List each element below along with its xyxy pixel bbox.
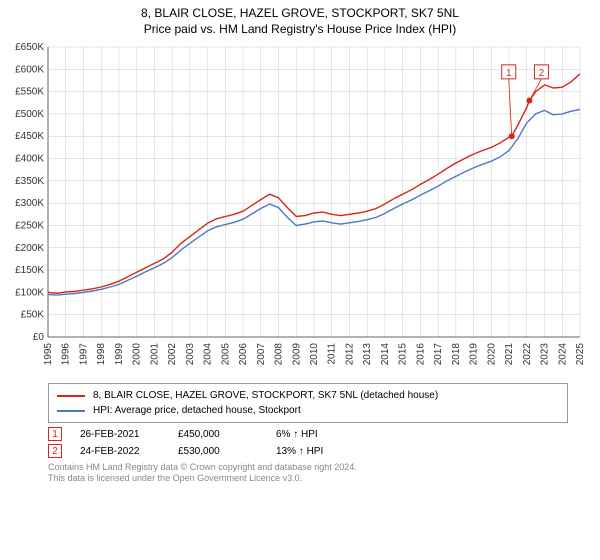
- svg-text:2023: 2023: [540, 343, 551, 366]
- legend: 8, BLAIR CLOSE, HAZEL GROVE, STOCKPORT, …: [48, 383, 568, 423]
- svg-text:2022: 2022: [522, 343, 533, 366]
- transaction-price: £450,000: [178, 429, 258, 440]
- legend-item-0: 8, BLAIR CLOSE, HAZEL GROVE, STOCKPORT, …: [57, 388, 559, 403]
- legend-item-1: HPI: Average price, detached house, Stoc…: [57, 403, 559, 418]
- footer-line-2: This data is licensed under the Open Gov…: [48, 473, 568, 484]
- svg-text:1998: 1998: [96, 343, 107, 366]
- svg-text:£0: £0: [33, 332, 45, 343]
- svg-text:2002: 2002: [167, 343, 178, 366]
- svg-text:2012: 2012: [344, 343, 355, 366]
- svg-text:£650K: £650K: [15, 42, 44, 53]
- transaction-date: 26-FEB-2021: [80, 429, 160, 440]
- svg-text:£500K: £500K: [15, 109, 44, 120]
- svg-text:2007: 2007: [256, 343, 267, 366]
- transaction-date: 24-FEB-2022: [80, 446, 160, 457]
- legend-swatch: [57, 395, 85, 397]
- svg-text:£50K: £50K: [21, 310, 45, 321]
- chart-canvas: £0 £50K £100K £150K £200K £250K £300K £350K £400…: [0, 37, 600, 377]
- svg-text:£600K: £600K: [15, 64, 44, 75]
- legend-label: HPI: Average price, detached house, Stoc…: [93, 403, 301, 418]
- svg-text:2019: 2019: [469, 343, 480, 366]
- legend-label: 8, BLAIR CLOSE, HAZEL GROVE, STOCKPORT, …: [93, 388, 438, 403]
- svg-text:2013: 2013: [362, 343, 373, 366]
- transaction-price: £530,000: [178, 446, 258, 457]
- svg-text:1997: 1997: [78, 343, 89, 366]
- transaction-marker: 1: [48, 427, 62, 441]
- svg-text:2005: 2005: [220, 343, 231, 366]
- svg-text:2003: 2003: [185, 343, 196, 366]
- footer: Contains HM Land Registry data © Crown c…: [48, 462, 568, 485]
- svg-text:£400K: £400K: [15, 154, 44, 165]
- footer-line-1: Contains HM Land Registry data © Crown c…: [48, 462, 568, 473]
- svg-text:1996: 1996: [61, 343, 72, 366]
- title-line-2: Price paid vs. HM Land Registry's House …: [0, 22, 600, 38]
- transaction-diff: 13% ↑ HPI: [276, 446, 356, 457]
- transaction-diff: 6% ↑ HPI: [276, 429, 356, 440]
- arrow-up-icon: ↑: [293, 429, 298, 440]
- svg-text:£450K: £450K: [15, 131, 44, 142]
- svg-text:2001: 2001: [149, 343, 160, 366]
- svg-text:2020: 2020: [486, 343, 497, 366]
- svg-text:2: 2: [539, 68, 545, 79]
- svg-text:2008: 2008: [274, 343, 285, 366]
- transaction-row-1: 1 26-FEB-2021 £450,000 6% ↑ HPI: [48, 427, 568, 441]
- line-chart: £0 £50K £100K £150K £200K £250K £300K £350K £400…: [0, 37, 600, 377]
- svg-text:£300K: £300K: [15, 198, 44, 209]
- svg-text:2006: 2006: [238, 343, 249, 366]
- svg-text:2010: 2010: [309, 343, 320, 366]
- svg-text:2000: 2000: [132, 343, 143, 366]
- svg-text:2018: 2018: [451, 343, 462, 366]
- svg-text:£100K: £100K: [15, 288, 44, 299]
- svg-text:2014: 2014: [380, 343, 391, 366]
- svg-text:1995: 1995: [43, 343, 54, 366]
- svg-text:2017: 2017: [433, 343, 444, 366]
- arrow-up-icon: ↑: [299, 446, 304, 457]
- svg-text:2024: 2024: [557, 343, 568, 366]
- svg-text:2025: 2025: [575, 343, 586, 366]
- transactions-table: 1 26-FEB-2021 £450,000 6% ↑ HPI 2 24-FEB-2022…: [48, 427, 568, 458]
- svg-text:2004: 2004: [203, 343, 214, 366]
- chart-title: 8, BLAIR CLOSE, HAZEL GROVE, STOCKPORT, …: [0, 0, 600, 37]
- svg-text:2016: 2016: [415, 343, 426, 366]
- svg-text:£550K: £550K: [15, 87, 44, 98]
- svg-text:£250K: £250K: [15, 221, 44, 232]
- svg-text:£350K: £350K: [15, 176, 44, 187]
- svg-text:£150K: £150K: [15, 265, 44, 276]
- title-line-1: 8, BLAIR CLOSE, HAZEL GROVE, STOCKPORT, …: [0, 6, 600, 22]
- svg-text:2021: 2021: [504, 343, 515, 366]
- transaction-marker: 2: [48, 444, 62, 458]
- svg-text:1999: 1999: [114, 343, 125, 366]
- transaction-row-2: 2 24-FEB-2022 £530,000 13% ↑ HPI: [48, 444, 568, 458]
- svg-text:2011: 2011: [327, 343, 338, 365]
- legend-swatch: [57, 410, 85, 412]
- svg-text:2009: 2009: [291, 343, 302, 366]
- svg-text:1: 1: [506, 68, 512, 79]
- svg-text:2015: 2015: [398, 343, 409, 366]
- svg-text:£200K: £200K: [15, 243, 44, 254]
